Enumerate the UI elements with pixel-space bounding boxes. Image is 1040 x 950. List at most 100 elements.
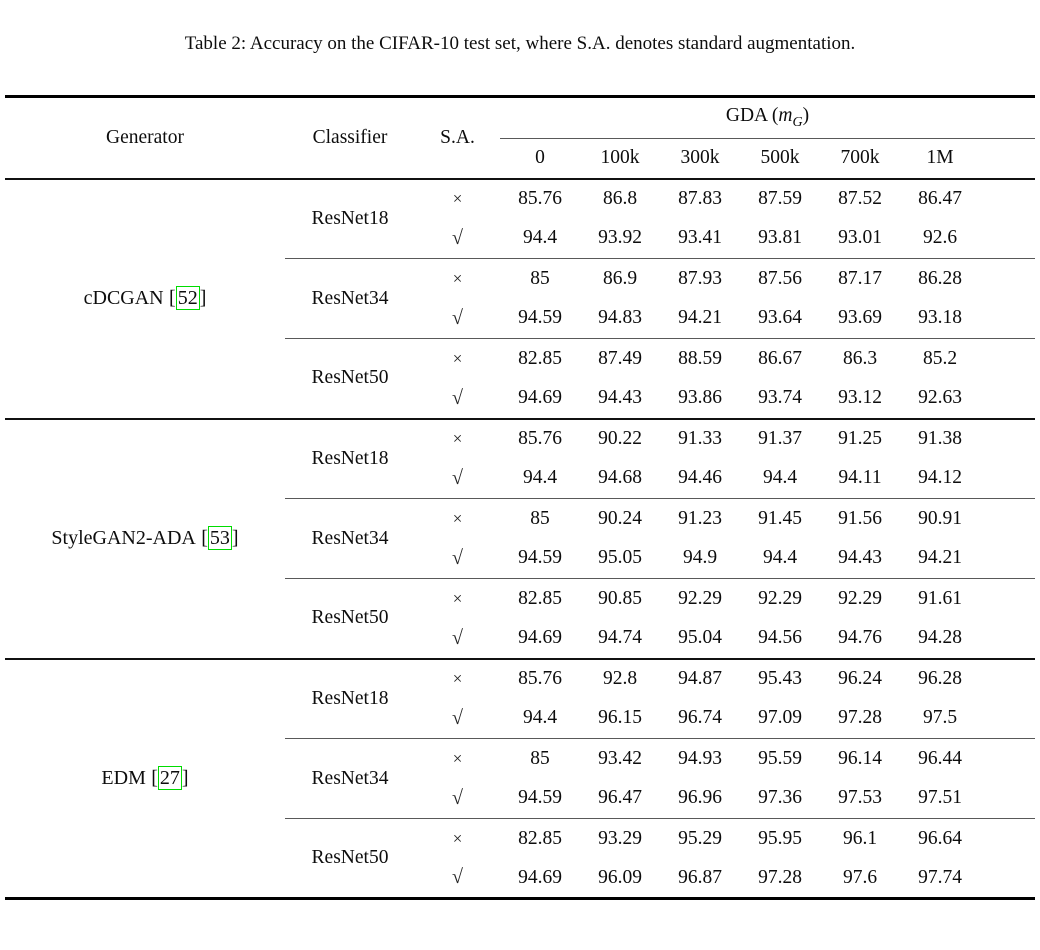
gda-label-prefix: GDA ( [725,105,779,127]
table-row: ResNet34 × 85 90.24 91.23 91.45 91.56 90… [5,498,1035,579]
value-cell: 85.76 [518,668,562,689]
sa-check-symbol: √ [415,538,500,579]
value-cell: 94.4 [500,458,580,499]
gda-variable: m [778,105,793,127]
value-cell: 96.74 [660,698,740,739]
value-cell: 94.43 [820,538,900,579]
value-cell: 94.9 [660,538,740,579]
value-cell: 90.91 [918,507,962,529]
table-row: √ 94.59 95.05 94.9 94.4 94.43 94.21 [5,538,1036,579]
value-cell: 93.74 [740,378,820,420]
classifier-cell: ResNet34 [285,258,415,339]
value-cell: 93.69 [820,298,900,339]
value-cell: 87.49 [598,347,642,369]
value-cell: 94.69 [500,378,580,420]
value-cell: 87.52 [838,188,882,209]
bracket-close: ] [199,287,207,309]
value-cell: 93.01 [820,218,900,259]
table-row: √ 94.59 96.47 96.96 97.36 97.53 97.51 [5,778,1036,819]
value-cell: 97.28 [820,698,900,739]
col-header-100k: 100k [580,138,660,180]
value-cell: 96.24 [838,668,882,689]
value-cell: 94.21 [660,298,740,339]
value-cell: 91.56 [838,507,882,529]
value-cell: 97.53 [820,778,900,819]
value-cell: 94.87 [678,668,722,689]
bracket-open: [ [201,527,208,549]
sa-check-symbol: √ [415,218,500,259]
value-cell: 85 [530,267,550,289]
value-cell: 97.51 [900,778,1036,819]
value-cell: 85.76 [518,428,562,449]
classifier-cell: ResNet18 [285,178,415,259]
table-row: √ 94.69 96.09 96.87 97.28 97.6 97.74 [5,859,1035,899]
value-cell: 91.45 [758,507,802,529]
citation: [53] [201,526,239,550]
header-row-top: Generator Classifier S.A. GDA (mG) [5,96,1036,180]
value-cell: 96.28 [918,668,962,689]
value-cell: 85.2 [922,347,958,369]
value-cell: 91.61 [918,587,962,609]
value-cell: 85 [530,747,550,769]
sa-cross-symbol: × [452,189,463,208]
value-cell: 87.56 [758,267,802,289]
value-cell: 94.28 [900,618,1036,660]
value-cell: 87.83 [678,188,722,209]
value-cell: 86.28 [918,267,962,289]
value-cell: 94.21 [900,538,1036,579]
gda-subscript: G [792,113,803,130]
value-cell: 91.38 [918,428,962,449]
value-cell: 87.93 [678,267,722,289]
value-cell: 87.17 [838,267,882,289]
table-row: cDCGAN[52] ResNet18 × 85.76 86.8 87.83 8… [5,178,1035,420]
table-row: √ 94.4 96.15 96.74 97.09 97.28 97.5 [5,698,1036,739]
value-cell: 94.11 [820,458,900,499]
table-row: EDM[27] ResNet18 × 85.76 92.8 94.87 95.4… [5,658,1035,790]
value-cell: 92.29 [758,587,802,609]
sa-check-symbol: √ [415,618,500,660]
classifier-cell: ResNet50 [285,338,415,420]
value-cell: 94.46 [660,458,740,499]
sa-check-symbol: √ [415,378,500,420]
value-cell: 93.86 [660,378,740,420]
value-cell: 95.29 [678,827,722,849]
sa-check-symbol: √ [415,458,500,499]
generator-cell: StyleGAN2-ADA[53] [5,418,285,660]
classifier-cell: ResNet34 [285,498,415,579]
accuracy-table: Generator Classifier S.A. GDA (mG) 0 100… [5,95,1036,900]
header-row-sub: 0 100k 300k 500k 700k 1M [5,138,1036,180]
value-cell: 93.18 [900,298,1036,339]
value-cell: 94.76 [820,618,900,660]
classifier-cell: ResNet18 [285,658,415,739]
sa-cross-symbol: × [452,669,463,688]
value-cell: 94.74 [580,618,660,660]
value-cell: 91.33 [678,428,722,449]
value-cell: 97.09 [740,698,820,739]
sa-cross-symbol: × [452,748,463,768]
generator-label: cDCGAN [83,287,164,309]
value-cell: 94.56 [740,618,820,660]
value-cell: 95.43 [758,668,802,689]
citation-link[interactable]: 27 [157,765,182,790]
value-cell: 82.85 [518,587,562,609]
citation-link[interactable]: 53 [207,526,232,550]
table-row: √ 94.4 94.68 94.46 94.4 94.11 94.12 [5,458,1036,499]
table-row: ResNet34 × 85 93.42 94.93 95.59 96.14 96… [5,738,1035,819]
value-cell: 95.59 [758,747,802,769]
value-cell: 85.76 [518,188,562,209]
value-cell: 92.29 [838,587,882,609]
bracket-close: ] [181,766,189,789]
value-cell: 94.4 [740,538,820,579]
value-cell: 91.25 [838,428,882,449]
value-cell: 97.28 [758,866,802,888]
sa-cross-symbol: × [452,508,463,528]
sa-check-symbol: √ [452,866,463,889]
value-cell: 94.43 [580,378,660,420]
value-cell: 82.85 [518,347,562,369]
generator-cell: EDM[27] [5,659,285,899]
value-cell: 96.96 [660,778,740,819]
sa-check-symbol: √ [415,698,500,739]
sa-cross-symbol: × [452,429,463,448]
citation-link[interactable]: 52 [175,286,200,310]
value-cell: 91.23 [678,507,722,529]
